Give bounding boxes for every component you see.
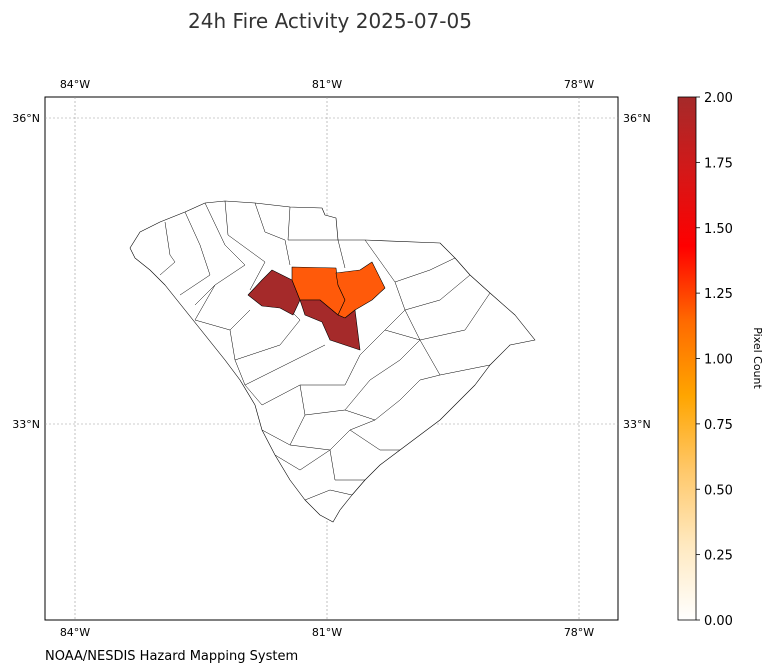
county-map [129, 200, 536, 523]
colorbar-tick-label: 1.00 [704, 353, 733, 368]
lon-label-84w-top: 84°W [60, 78, 90, 91]
colorbar-tick-label: 2.00 [704, 91, 733, 106]
colorbar-tick-label: 1.75 [704, 156, 733, 171]
fire-county-central [299, 299, 361, 351]
lon-labels-top: 84°W 81°W 78°W [60, 78, 594, 91]
lon-labels-bottom: 84°W 81°W 78°W [60, 626, 594, 639]
lon-label-84w-bottom: 84°W [60, 626, 90, 639]
colorbar-tick-label: 0.25 [704, 549, 733, 564]
lat-label-33n-right: 33°N [623, 418, 651, 431]
lat-label-36n-right: 36°N [623, 112, 651, 125]
colorbar-tick-label: 0.50 [704, 483, 733, 498]
colorbar-tick-label: 1.25 [704, 287, 733, 302]
lat-labels-left: 36°N 33°N [12, 112, 40, 431]
lat-label-36n-left: 36°N [12, 112, 40, 125]
map-title: 24h Fire Activity 2025-07-05 [188, 9, 472, 33]
lat-labels-right: 36°N 33°N [623, 112, 651, 431]
colorbar-tick-label: 1.50 [704, 222, 733, 237]
lon-label-81w-bottom: 81°W [312, 626, 342, 639]
colorbar-tick-label: 0.00 [704, 614, 733, 629]
county-boundaries [159, 200, 491, 501]
colorbar-bar [677, 96, 697, 621]
lon-label-78w-bottom: 78°W [564, 626, 594, 639]
lat-label-33n-left: 33°N [12, 418, 40, 431]
state-outline [129, 200, 536, 523]
colorbar-label: Pixel Count [751, 327, 764, 389]
colorbar-ticks: 0.00 0.25 0.50 0.75 1.00 1.25 1.50 1.75 2.00 [696, 91, 733, 629]
lon-label-78w-top: 78°W [564, 78, 594, 91]
colorbar-tick-label: 0.75 [704, 418, 733, 433]
lon-label-81w-top: 81°W [312, 78, 342, 91]
credit-text: NOAA/NESDIS Hazard Mapping System [45, 649, 298, 664]
colorbar: 0.00 0.25 0.50 0.75 1.00 1.25 1.50 1.75 2.00 Pix… [677, 91, 764, 629]
